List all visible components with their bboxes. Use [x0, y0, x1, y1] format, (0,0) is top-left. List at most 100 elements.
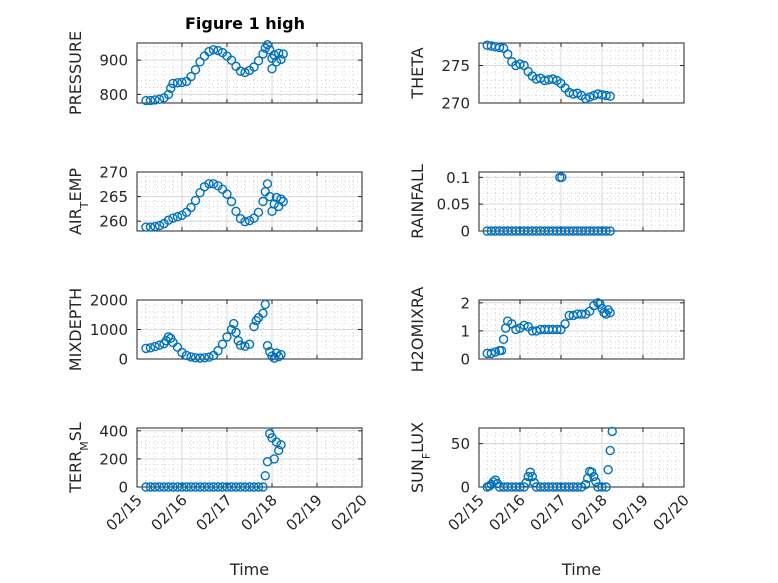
y-tick-label: 0: [118, 479, 128, 497]
axes-frame: [478, 299, 685, 360]
data-point: [231, 327, 241, 338]
data-point: [217, 482, 228, 492]
data-point: [150, 341, 160, 352]
subplot-terr-msl: 02/15 02/16 02/17 02/18 02/19 02/20 0 200 400 TER…: [66, 422, 371, 579]
data-point: [260, 471, 270, 481]
data-point: [278, 196, 288, 207]
data-point: [199, 482, 210, 492]
data-point: [141, 222, 151, 232]
data-point: [503, 49, 513, 59]
y-axis-label: PRESSURE: [66, 31, 85, 115]
data-point: [177, 77, 187, 88]
y-axis-label: SUNFLUX: [408, 422, 433, 493]
y-tick-label: 1000: [90, 321, 128, 339]
data-point: [195, 353, 205, 363]
y-tick-label: 200: [99, 450, 128, 468]
data-point: [181, 350, 192, 361]
data-point: [605, 445, 615, 456]
y-tick-label: 900: [99, 52, 128, 70]
data-point: [580, 479, 591, 490]
data-point: [150, 221, 160, 232]
data-point: [591, 477, 601, 487]
data-point: [253, 56, 264, 66]
axes-frame: [136, 171, 363, 232]
y-tick-label: 1: [460, 322, 470, 340]
data-point: [213, 482, 223, 492]
data-point: [168, 482, 178, 492]
data-point: [262, 40, 273, 50]
data-point: [186, 202, 196, 213]
data-point: [150, 482, 160, 492]
y-tick-label: 0: [118, 351, 128, 369]
data-point: [166, 83, 176, 93]
data-point: [141, 95, 151, 106]
data-point: [276, 54, 286, 65]
data-point: [163, 89, 174, 100]
data-point: [523, 471, 533, 482]
data-point: [213, 45, 223, 56]
data-point: [229, 318, 239, 329]
figure-title: Figure 1 high: [185, 14, 305, 33]
subplot-rainfall: 0 0.05 0.1 RAINFALL: [408, 164, 685, 241]
data-point: [258, 308, 268, 318]
data-point: [276, 349, 286, 360]
data-series-h2omixra: [482, 298, 615, 359]
data-point: [587, 467, 597, 477]
data-point: [585, 92, 595, 102]
x-tick-label: 02/17: [527, 491, 570, 534]
data-point: [235, 482, 246, 492]
data-point: [249, 321, 259, 332]
data-point: [265, 346, 275, 357]
data-point: [515, 59, 525, 69]
data-point: [490, 347, 501, 357]
x-axis-label: Time: [229, 560, 269, 579]
data-point: [141, 482, 151, 492]
y-axis-label: THETA: [408, 47, 427, 99]
data-point: [213, 346, 223, 356]
data-point: [150, 95, 160, 105]
subplot-h2omixra: 0 1 2 H2OMIXRA: [408, 287, 685, 372]
data-point: [276, 194, 286, 204]
y-tick-label: 800: [99, 86, 128, 104]
data-point: [269, 199, 279, 209]
y-tick-label: 265: [99, 188, 128, 206]
data-series-air-temp: [141, 179, 288, 232]
subplot-theta: 270 275 THETA: [408, 40, 685, 113]
x-tick-label: 02/18: [238, 491, 281, 534]
data-point: [274, 48, 284, 58]
data-point: [498, 334, 509, 345]
x-tick-label: 02/15: [445, 491, 488, 534]
data-point: [204, 482, 214, 492]
data-point: [226, 55, 237, 65]
data-point: [154, 220, 165, 231]
data-point: [186, 352, 196, 362]
data-point: [204, 46, 214, 57]
data-point: [515, 482, 525, 492]
subplot-pressure: 800 900 PRESSURE: [66, 31, 363, 115]
data-point: [208, 482, 219, 492]
data-point: [199, 51, 210, 61]
data-point: [163, 482, 174, 492]
data-point: [258, 49, 268, 59]
data-point: [190, 353, 201, 363]
data-series-pressure: [141, 40, 288, 106]
data-point: [274, 445, 284, 456]
data-series-mixdepth: [141, 299, 286, 363]
data-point: [601, 482, 611, 492]
x-tick-label: 02/18: [568, 491, 611, 534]
data-point: [222, 332, 232, 342]
data-point: [177, 482, 187, 492]
data-point: [190, 195, 201, 206]
x-tick-label: 02/15: [103, 491, 146, 534]
data-point: [603, 464, 613, 475]
x-tick-label: 02/20: [328, 491, 371, 534]
data-point: [557, 172, 567, 183]
y-tick-label: 2: [460, 294, 470, 312]
data-point: [172, 212, 183, 222]
data-point: [226, 196, 237, 207]
data-point: [240, 67, 250, 78]
data-point: [145, 482, 156, 492]
data-point: [494, 42, 505, 53]
data-point: [163, 215, 174, 225]
